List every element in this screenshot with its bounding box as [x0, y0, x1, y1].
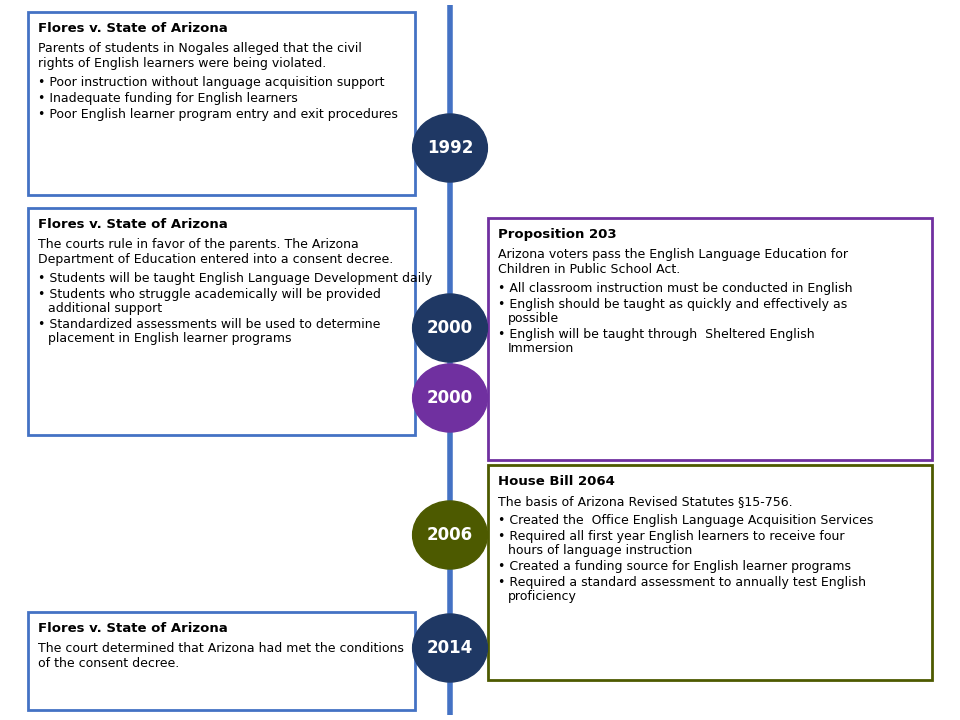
- Text: The basis of Arizona Revised Statutes §15-756.: The basis of Arizona Revised Statutes §1…: [498, 495, 793, 508]
- Text: Flores v. State of Arizona: Flores v. State of Arizona: [38, 218, 228, 231]
- Text: 2014: 2014: [427, 639, 473, 657]
- Text: House Bill 2064: House Bill 2064: [498, 475, 614, 488]
- FancyBboxPatch shape: [28, 612, 415, 710]
- Text: • Inadequate funding for English learners: • Inadequate funding for English learner…: [38, 92, 298, 105]
- Text: rights of English learners were being violated.: rights of English learners were being vi…: [38, 57, 326, 70]
- Text: Arizona voters pass the English Language Education for: Arizona voters pass the English Language…: [498, 248, 848, 261]
- Text: Flores v. State of Arizona: Flores v. State of Arizona: [38, 622, 228, 635]
- Text: possible: possible: [508, 312, 559, 325]
- FancyBboxPatch shape: [28, 12, 415, 195]
- Text: Parents of students in Nogales alleged that the civil: Parents of students in Nogales alleged t…: [38, 42, 362, 55]
- Text: 2000: 2000: [427, 319, 473, 337]
- Text: proficiency: proficiency: [508, 590, 577, 603]
- Text: Department of Education entered into a consent decree.: Department of Education entered into a c…: [38, 253, 394, 266]
- Text: additional support: additional support: [48, 302, 162, 315]
- Text: • Created a funding source for English learner programs: • Created a funding source for English l…: [498, 560, 851, 573]
- Ellipse shape: [413, 501, 488, 569]
- Text: • Created the  Office English Language Acquisition Services: • Created the Office English Language Ac…: [498, 514, 874, 527]
- Text: 2006: 2006: [427, 526, 473, 544]
- Text: Flores v. State of Arizona: Flores v. State of Arizona: [38, 22, 228, 35]
- FancyBboxPatch shape: [28, 208, 415, 435]
- Text: • Poor instruction without language acquisition support: • Poor instruction without language acqu…: [38, 76, 385, 89]
- Text: The court determined that Arizona had met the conditions: The court determined that Arizona had me…: [38, 642, 404, 655]
- Text: of the consent decree.: of the consent decree.: [38, 657, 180, 670]
- FancyBboxPatch shape: [488, 465, 932, 680]
- Text: hours of language instruction: hours of language instruction: [508, 544, 692, 557]
- Text: 1992: 1992: [427, 139, 473, 157]
- Text: placement in English learner programs: placement in English learner programs: [48, 332, 292, 345]
- Text: Immersion: Immersion: [508, 342, 574, 355]
- Text: • English will be taught through  Sheltered English: • English will be taught through Shelter…: [498, 328, 815, 341]
- Text: • Poor English learner program entry and exit procedures: • Poor English learner program entry and…: [38, 108, 397, 121]
- Ellipse shape: [413, 364, 488, 432]
- Ellipse shape: [413, 614, 488, 682]
- Text: • Required a standard assessment to annually test English: • Required a standard assessment to annu…: [498, 576, 866, 589]
- Ellipse shape: [413, 114, 488, 182]
- Text: • Required all first year English learners to receive four: • Required all first year English learne…: [498, 530, 845, 543]
- Text: • Students who struggle academically will be provided: • Students who struggle academically wil…: [38, 288, 381, 301]
- Text: 2000: 2000: [427, 389, 473, 407]
- Text: • English should be taught as quickly and effectively as: • English should be taught as quickly an…: [498, 298, 848, 311]
- FancyBboxPatch shape: [488, 218, 932, 460]
- Text: • Students will be taught English Language Development daily: • Students will be taught English Langua…: [38, 272, 432, 285]
- Ellipse shape: [413, 294, 488, 362]
- Text: • Standardized assessments will be used to determine: • Standardized assessments will be used …: [38, 318, 380, 331]
- Text: The courts rule in favor of the parents. The Arizona: The courts rule in favor of the parents.…: [38, 238, 359, 251]
- Text: Proposition 203: Proposition 203: [498, 228, 616, 241]
- Text: • All classroom instruction must be conducted in English: • All classroom instruction must be cond…: [498, 282, 852, 295]
- Text: Children in Public School Act.: Children in Public School Act.: [498, 263, 681, 276]
